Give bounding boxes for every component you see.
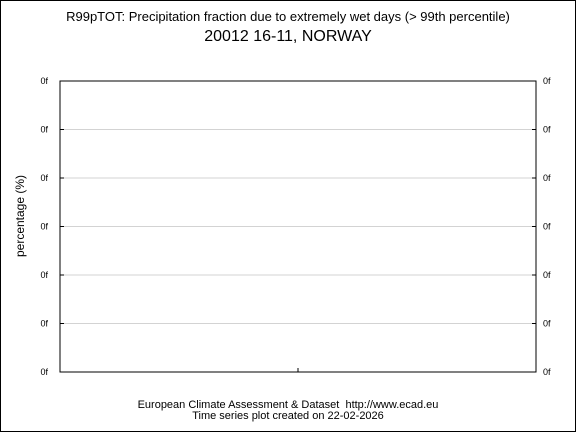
y-tick-label-left: 0f — [40, 270, 48, 280]
footer: European Climate Assessment & Dataset ht… — [1, 400, 575, 422]
chart-subtitle: 20012 16-11, NORWAY — [204, 28, 372, 45]
y-tick-label-right: 0f — [543, 367, 551, 377]
y-tick-label-left: 0f — [40, 319, 48, 329]
y-tick-label-left: 0f — [40, 76, 48, 86]
y-tick-label-left: 0f — [40, 222, 48, 232]
chart-title: R99pTOT: Precipitation fraction due to e… — [66, 9, 510, 24]
y-tick-label-left: 0f — [40, 367, 48, 377]
plot-frame — [59, 80, 537, 373]
footer-credit: European Climate Assessment & Dataset ht… — [137, 399, 439, 411]
y-tick-label-left: 0f — [40, 125, 48, 135]
y-tick-label-right: 0f — [543, 125, 551, 135]
y-tick-label-right: 0f — [543, 222, 551, 232]
y-tick-label-left: 0f — [40, 173, 48, 183]
y-tick-label-right: 0f — [543, 76, 551, 86]
y-tick-label-right: 0f — [543, 173, 551, 183]
footer-created: Time series plot created on 22-02-2026 — [192, 410, 384, 422]
y-tick-label-right: 0f — [543, 270, 551, 280]
y-tick-label-right: 0f — [543, 319, 551, 329]
